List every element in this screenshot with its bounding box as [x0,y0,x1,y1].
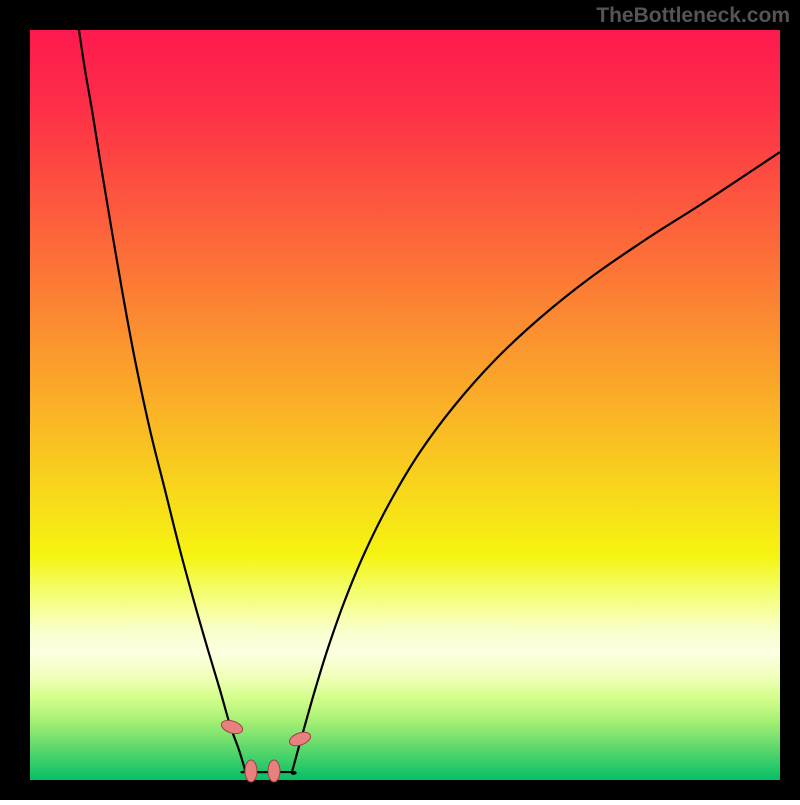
chart-frame: TheBottleneck.com [0,0,800,800]
data-marker-2 [268,760,280,782]
watermark-text: TheBottleneck.com [596,4,790,28]
data-marker-1 [245,760,257,782]
bottleneck-chart [0,0,800,800]
